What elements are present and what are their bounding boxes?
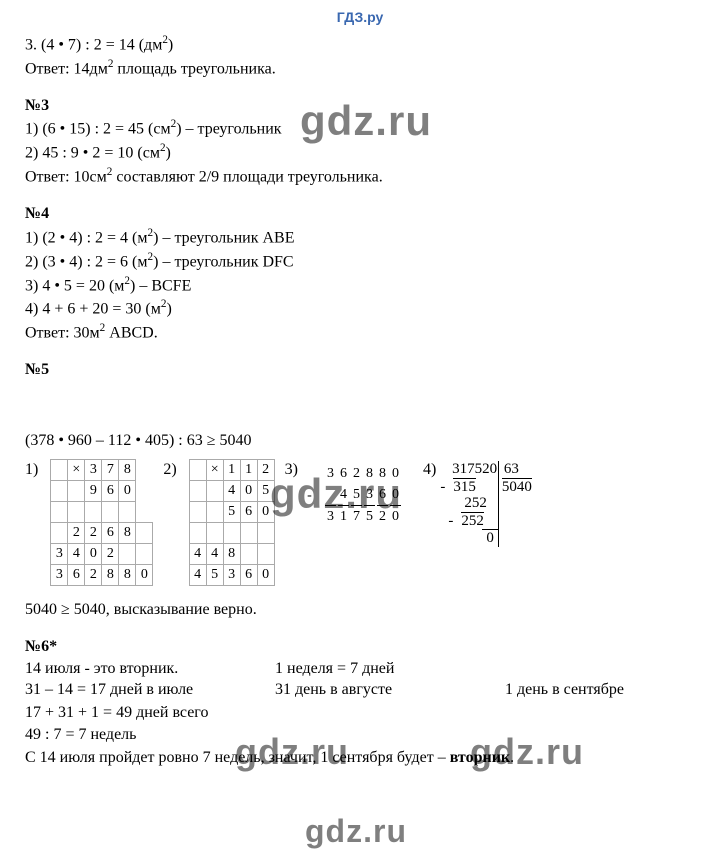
solution-row: 31 – 14 = 17 дней в июле 31 день в авгус… — [25, 679, 695, 701]
table-label: 2) — [163, 459, 176, 481]
multiplication-table-2: ×112 405 560 448 45360 — [189, 459, 275, 586]
solution-line: 2) (3 • 4) : 2 = 6 (м2) – треугольник DF… — [25, 250, 695, 273]
subtraction-block: 362880 -45360 317520 — [310, 463, 403, 529]
calculation-tables: 1) ×378 960 2268 3402 362880 2) ×112 405… — [25, 459, 695, 586]
problem-title: №3 — [25, 95, 695, 117]
solution-line: 49 : 7 = 7 недель — [25, 724, 695, 746]
expression-line: (378 • 960 – 112 • 405) : 63 ≥ 5040 — [25, 430, 695, 452]
answer-line: Ответ: 30м2 ABCD. — [25, 321, 695, 344]
solution-line: 3) 4 • 5 = 20 (м2) – BCFE — [25, 274, 695, 297]
solution-line: 1) (6 • 15) : 2 = 45 (см2) – треугольник — [25, 117, 695, 140]
solution-line: 17 + 31 + 1 = 49 дней всего — [25, 702, 695, 724]
conclusion-line: 5040 ≥ 5040, высказывание верно. — [25, 599, 695, 621]
problem-title: №5 — [25, 359, 695, 381]
table-label: 3) — [285, 459, 298, 481]
answer-line: Ответ: 14дм2 площадь треугольника. — [25, 57, 695, 80]
problem-title: №6* — [25, 636, 695, 658]
problem-title: №4 — [25, 203, 695, 225]
long-division: 317520 -315 252 -252 0 63 5040 — [448, 461, 532, 547]
answer-line: Ответ: 10см2 составляют 2/9 площади треу… — [25, 165, 695, 188]
table-label: 1) — [25, 459, 38, 481]
watermark: gdz.ru — [305, 810, 407, 853]
solution-line: 4) 4 + 6 + 20 = 30 (м2) — [25, 297, 695, 320]
answer-line: С 14 июля пройдет ровно 7 недель, значит… — [25, 747, 695, 769]
solution-line: 2) 45 : 9 • 2 = 10 (см2) — [25, 141, 695, 164]
site-header: ГДЗ.ру — [25, 8, 695, 27]
table-label: 4) — [423, 459, 436, 481]
solution-line: 1) (2 • 4) : 2 = 4 (м2) – треугольник AB… — [25, 226, 695, 249]
multiplication-table-1: ×378 960 2268 3402 362880 — [50, 459, 153, 586]
solution-row: 14 июля - это вторник. 1 неделя = 7 дней — [25, 658, 695, 680]
solution-line: 3. (4 • 7) : 2 = 14 (дм2) — [25, 33, 695, 56]
